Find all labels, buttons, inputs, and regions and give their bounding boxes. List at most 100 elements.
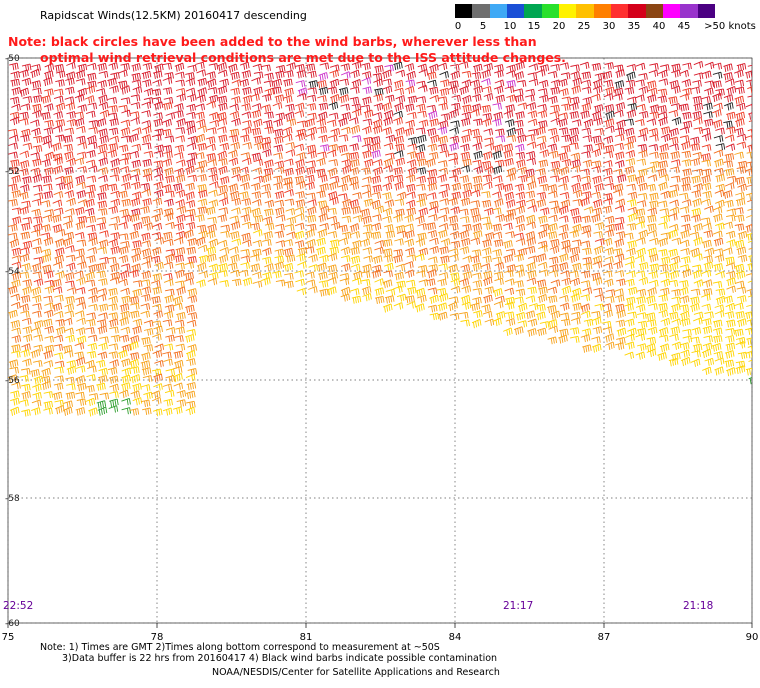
wind-barb (458, 208, 469, 216)
wind-barb (97, 150, 108, 158)
wind-barb (283, 262, 294, 272)
wind-barb (725, 256, 735, 265)
wind-barb (527, 204, 538, 213)
wind-barb (110, 198, 121, 207)
wind-barb (482, 151, 493, 161)
wind-barb (31, 294, 42, 303)
wind-barb (30, 119, 40, 127)
wind-barb (649, 192, 659, 201)
wind-barb (724, 168, 735, 177)
wind-barb (261, 104, 272, 113)
wind-barb (590, 214, 601, 223)
wind-barb (549, 263, 559, 272)
wind-barb (472, 142, 482, 151)
wind-barb (30, 68, 40, 79)
wind-barb (734, 151, 744, 159)
wind-barb (615, 319, 626, 328)
wind-barb (8, 223, 18, 232)
wind-barb (130, 208, 141, 217)
wind-barb (680, 141, 691, 151)
wind-barb (53, 88, 64, 96)
wind-barb (450, 120, 460, 128)
wind-barb (503, 240, 513, 249)
wind-barb (657, 88, 668, 96)
wind-barb (53, 310, 64, 319)
wind-barb (96, 222, 106, 231)
wind-barb (484, 318, 495, 326)
wind-barb (712, 119, 723, 129)
wind-barb (471, 214, 482, 223)
wind-barb (472, 287, 483, 295)
wind-barb (32, 391, 42, 400)
wind-barb (483, 92, 494, 102)
wind-barb (517, 302, 528, 312)
wind-barb (701, 293, 711, 301)
wind-barb (74, 206, 85, 216)
wind-barb (21, 63, 32, 72)
wind-barb (143, 319, 154, 328)
wind-barb (150, 255, 161, 264)
wind-barb (745, 367, 752, 376)
wind-barb (602, 167, 613, 176)
wind-barb (701, 175, 711, 184)
wind-barb (680, 214, 691, 222)
wind-barb (195, 214, 205, 222)
wind-barb (197, 125, 208, 133)
wind-barb (603, 278, 614, 287)
wind-barb (702, 288, 713, 297)
wind-barb (31, 407, 41, 416)
wind-barb (726, 85, 737, 96)
wind-barb (32, 310, 42, 318)
wind-barb (374, 205, 385, 214)
wind-barb (162, 158, 172, 167)
wind-barb (262, 238, 272, 247)
wind-barb (141, 232, 151, 241)
wind-barb (373, 78, 383, 87)
wind-barb (450, 285, 461, 294)
wind-barb (393, 254, 403, 264)
wind-barb (10, 397, 20, 406)
wind-barb (536, 327, 547, 337)
wind-barb (329, 246, 339, 255)
wind-barb (725, 302, 736, 312)
wind-barb (714, 167, 724, 176)
wind-barb (560, 199, 571, 209)
wind-barb (252, 198, 262, 207)
wind-barb (152, 408, 163, 417)
wind-barb (97, 406, 108, 416)
wind-barb (20, 295, 31, 304)
wind-barb (383, 116, 393, 127)
wind-barb (384, 262, 394, 271)
wind-barb (725, 230, 736, 239)
wind-barb (526, 102, 537, 111)
wind-barb (152, 273, 163, 282)
wind-barb (131, 181, 141, 190)
wind-barb (154, 237, 165, 245)
wind-barb (74, 342, 85, 350)
wind-barb (207, 166, 218, 175)
wind-barb (363, 158, 374, 168)
wind-barb (22, 240, 33, 249)
wind-barb (263, 80, 274, 88)
wind-barb (349, 288, 360, 296)
wind-barb (591, 310, 601, 318)
wind-barb (737, 318, 747, 328)
color-swatch (645, 4, 663, 18)
wind-barb (462, 255, 473, 263)
wind-barb (406, 286, 417, 295)
wind-barb (528, 78, 539, 86)
wind-barb (591, 148, 602, 158)
wind-barb (75, 248, 85, 256)
wind-barb (736, 102, 746, 111)
wind-barb (163, 398, 173, 407)
wind-barb (382, 279, 393, 289)
wind-barb (548, 270, 559, 278)
wind-barb (693, 223, 703, 233)
wind-barb (196, 262, 207, 272)
wind-barb (371, 269, 382, 279)
wind-barb (273, 175, 283, 183)
wind-barb (264, 222, 275, 231)
wind-barb (449, 135, 460, 144)
wind-barb (76, 190, 86, 199)
wind-barb (724, 134, 735, 142)
